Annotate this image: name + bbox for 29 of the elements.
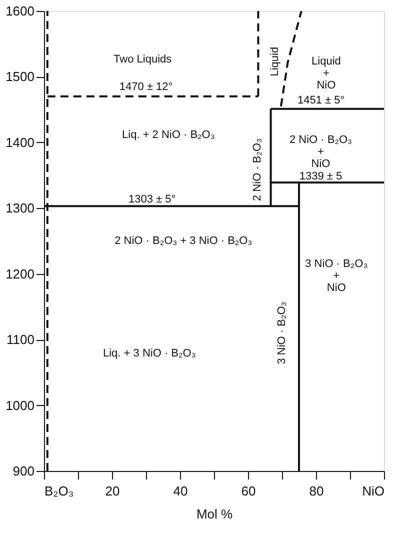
y-tick-label: 1000 (6, 398, 34, 413)
annotation: 1470 ± 12° (119, 80, 173, 93)
x-axis-title: Mol % (196, 506, 233, 522)
x-tick-label: 40 (173, 484, 188, 498)
y-tick-label: 1500 (6, 69, 34, 84)
annotation: 3 NiO · B₂O₃ (276, 302, 288, 364)
x-tick-label: NiO (362, 484, 384, 498)
annotation: Liq. + 2 NiO · B₂O₃ (122, 129, 215, 142)
y-tick-label: 1100 (6, 332, 34, 348)
x-tick-label: B₂O₃ (44, 484, 74, 498)
annotation: 1339 ± 5 (299, 170, 342, 183)
annotation: 2 NiO · B₂O₃ + 3 NiO · B₂O₃ (114, 235, 252, 247)
x-tick-label: 20 (105, 484, 120, 498)
annotation: Liquid + NiO (312, 56, 341, 92)
annotation: Two Liquids (114, 53, 172, 66)
x-tick-label: 80 (309, 484, 324, 498)
y-tick-label: 1200 (6, 266, 34, 282)
annotation: 2 NiO · B₂O₃ (252, 138, 264, 201)
annotation: Liquid (269, 46, 282, 76)
annotation: 1451 ± 5° (298, 94, 345, 107)
annotation: Liq. + 3 NiO · B₂O₃ (102, 348, 196, 360)
y-tick-label: 900 (12, 464, 34, 478)
y-tick-label: 1600 (6, 4, 34, 18)
x-tick-label: 60 (241, 484, 256, 498)
y-tick-label: 1400 (6, 134, 34, 150)
annotation: 1303 ± 5° (128, 194, 176, 206)
annotation: 3 NiO · B₂O₃ + NiO (305, 258, 368, 294)
annotation: 2 NiO · B₂O₃ + NiO (289, 134, 352, 170)
y-tick-label: 1300 (6, 200, 34, 216)
